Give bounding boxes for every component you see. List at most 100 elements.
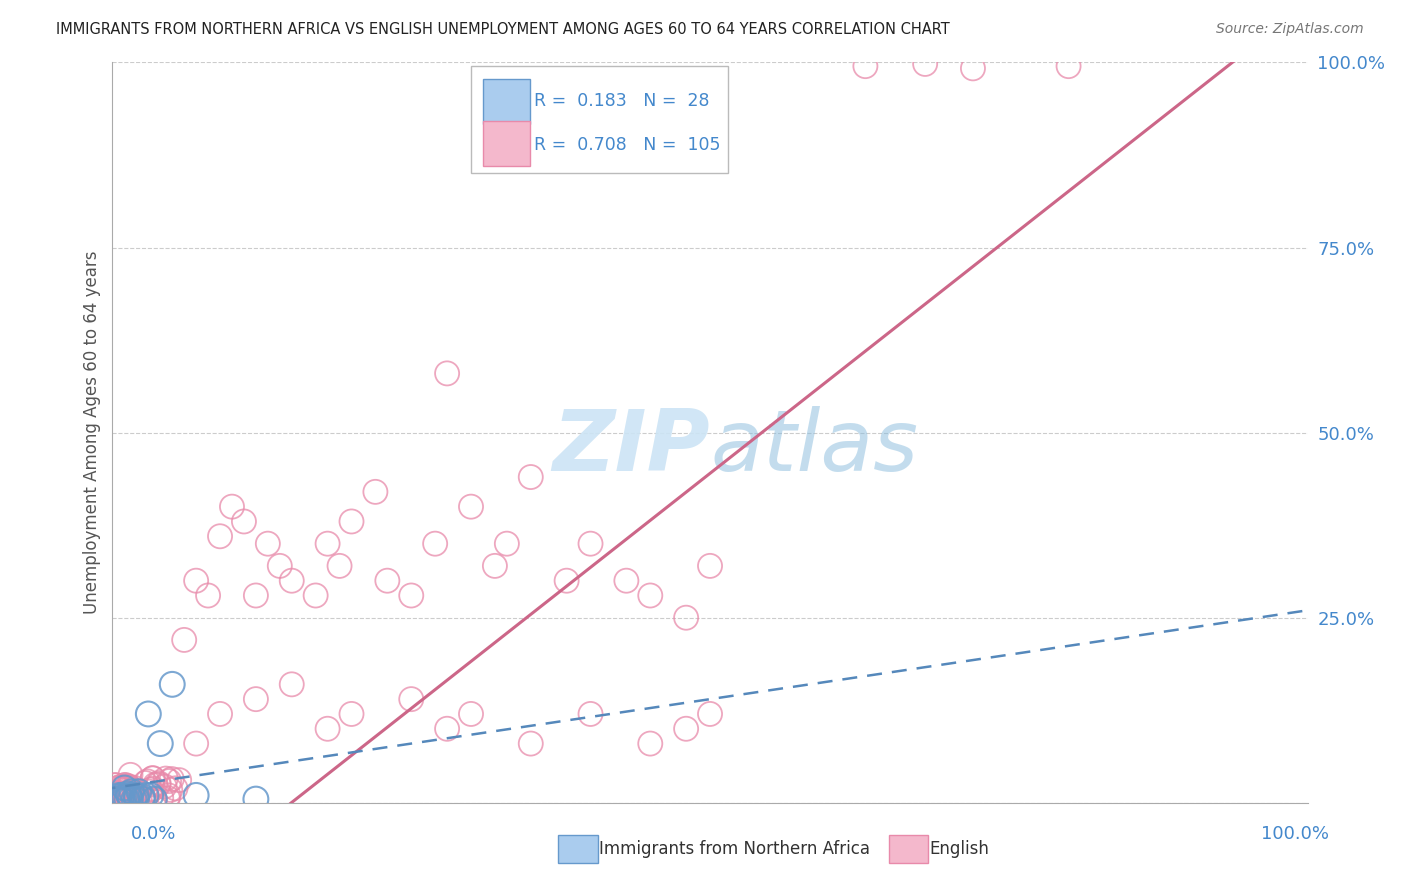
Point	[160, 772, 183, 786]
Point	[112, 789, 135, 803]
Point	[340, 515, 363, 529]
Point	[118, 780, 141, 794]
Point	[105, 792, 128, 806]
Point	[436, 722, 458, 736]
Point	[111, 790, 134, 805]
Point	[131, 789, 153, 804]
Point	[142, 771, 165, 785]
Point	[142, 781, 165, 796]
Point	[153, 780, 176, 794]
Point	[245, 792, 267, 806]
Point	[257, 536, 280, 550]
Point	[128, 785, 150, 799]
Point	[520, 470, 543, 484]
Point	[121, 793, 143, 807]
Point	[129, 795, 152, 809]
Point	[111, 789, 134, 803]
Text: Source: ZipAtlas.com: Source: ZipAtlas.com	[1216, 22, 1364, 37]
Point	[316, 722, 339, 736]
FancyBboxPatch shape	[484, 121, 530, 166]
Point	[186, 789, 208, 803]
Point	[143, 793, 166, 807]
Point	[120, 792, 142, 806]
Point	[104, 778, 127, 792]
Point	[579, 536, 602, 550]
Point	[114, 789, 135, 804]
Point	[281, 574, 304, 588]
Text: 100.0%: 100.0%	[1261, 825, 1329, 843]
Point	[112, 794, 135, 808]
Point	[124, 786, 146, 800]
Point	[107, 789, 129, 804]
Point	[107, 792, 129, 806]
Point	[121, 785, 143, 799]
Point	[157, 789, 180, 803]
Point	[377, 574, 399, 588]
Point	[124, 780, 146, 795]
Point	[117, 787, 139, 801]
Point	[150, 790, 173, 805]
Point	[855, 59, 877, 73]
Point	[914, 57, 936, 71]
Point	[135, 789, 157, 803]
Point	[340, 706, 363, 721]
Point	[401, 589, 423, 603]
Point	[555, 574, 578, 588]
Point	[125, 789, 148, 803]
Point	[640, 737, 662, 751]
Text: IMMIGRANTS FROM NORTHERN AFRICA VS ENGLISH UNEMPLOYMENT AMONG AGES 60 TO 64 YEAR: IMMIGRANTS FROM NORTHERN AFRICA VS ENGLI…	[56, 22, 950, 37]
Point	[120, 789, 142, 804]
Point	[139, 789, 162, 803]
Text: ZIP: ZIP	[553, 406, 710, 489]
Point	[245, 692, 267, 706]
Point	[209, 529, 232, 543]
Point	[484, 558, 506, 573]
Point	[111, 789, 134, 804]
Point	[197, 589, 219, 603]
Point	[173, 632, 195, 647]
Point	[962, 62, 984, 76]
Text: R =  0.183   N =  28: R = 0.183 N = 28	[534, 92, 710, 110]
Point	[269, 558, 291, 573]
Point	[131, 792, 153, 806]
Point	[107, 780, 129, 795]
Point	[104, 778, 127, 792]
Point	[114, 787, 136, 801]
Point	[1057, 59, 1080, 73]
Point	[149, 737, 172, 751]
Point	[122, 792, 145, 806]
Point	[699, 706, 721, 721]
Point	[114, 778, 136, 792]
Point	[124, 789, 146, 804]
Text: 0.0%: 0.0%	[131, 825, 176, 843]
Point	[115, 781, 138, 796]
Point	[460, 500, 482, 514]
Point	[143, 792, 166, 806]
Point	[114, 780, 136, 794]
Point	[156, 791, 179, 805]
Point	[138, 706, 160, 721]
Point	[125, 784, 148, 798]
Point	[186, 737, 208, 751]
Point	[143, 778, 166, 792]
Point	[139, 782, 162, 797]
Point	[112, 794, 135, 808]
Point	[104, 787, 127, 801]
Point	[114, 780, 135, 795]
Point	[186, 574, 208, 588]
Point	[640, 589, 662, 603]
Point	[117, 792, 139, 806]
Point	[108, 789, 131, 803]
Point	[107, 794, 129, 808]
Point	[114, 787, 136, 801]
Point	[103, 789, 125, 804]
FancyBboxPatch shape	[471, 66, 728, 173]
Point	[167, 773, 190, 788]
Point	[162, 677, 183, 691]
Point	[436, 367, 458, 381]
Point	[165, 781, 187, 796]
Point	[148, 776, 170, 790]
Point	[209, 706, 232, 721]
Point	[118, 789, 141, 803]
Point	[425, 536, 447, 550]
